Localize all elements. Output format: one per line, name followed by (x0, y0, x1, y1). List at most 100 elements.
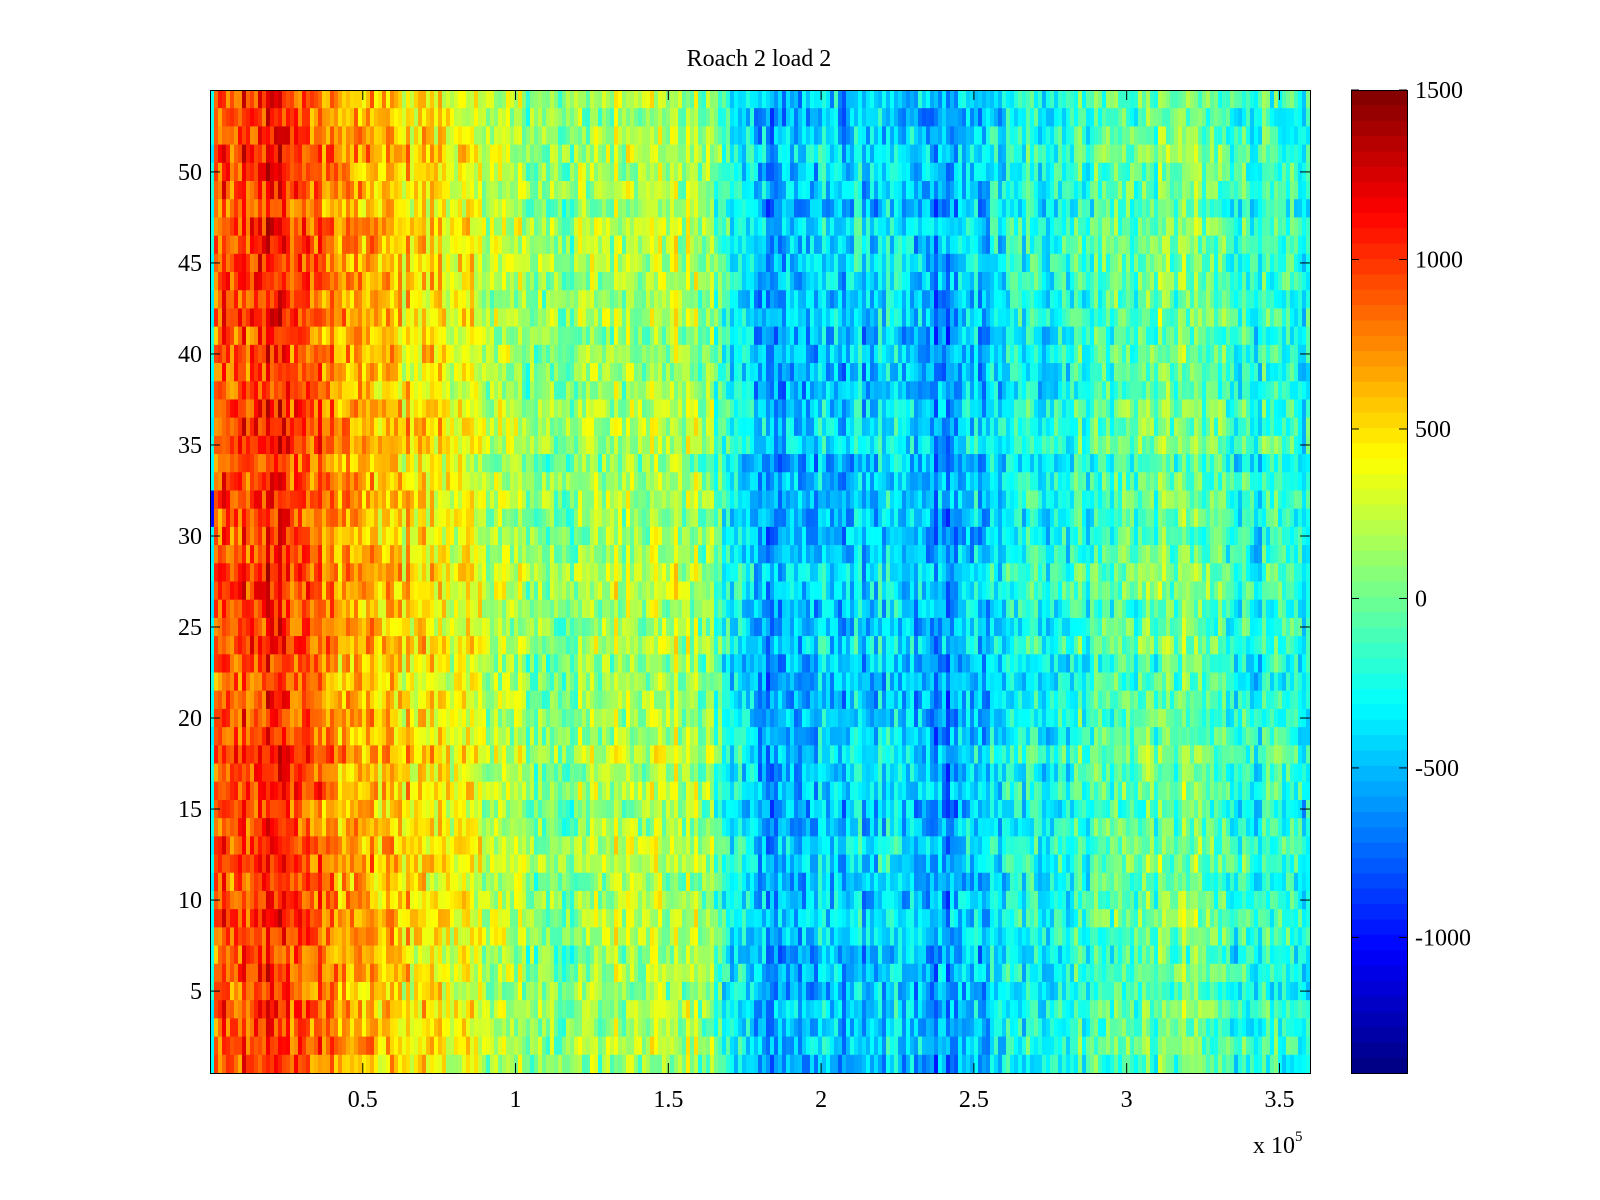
heatmap-cell (970, 399, 975, 419)
heatmap-cell (326, 344, 331, 364)
heatmap-cell (742, 162, 747, 182)
heatmap-cell (310, 344, 315, 364)
heatmap-cell (1058, 290, 1063, 310)
heatmap-cell (1154, 162, 1159, 182)
heatmap-cell (566, 381, 571, 401)
heatmap-cell (766, 272, 771, 291)
heatmap-cell (758, 326, 763, 346)
heatmap-cell (782, 90, 787, 109)
heatmap-cell (1238, 399, 1243, 419)
heatmap-cell (234, 253, 239, 273)
heatmap-cell (290, 144, 295, 164)
heatmap-cell (1194, 363, 1199, 382)
heatmap-cell (990, 181, 995, 200)
heatmap-cell (374, 162, 379, 182)
heatmap-cell (1246, 344, 1251, 364)
heatmap-cell (230, 253, 235, 273)
heatmap-cell (314, 235, 319, 255)
heatmap-cell (838, 363, 843, 382)
heatmap-cell (542, 108, 547, 127)
heatmap-cell (954, 108, 959, 127)
heatmap-cell (450, 290, 455, 310)
heatmap-cell (742, 144, 747, 164)
heatmap-cell (1018, 235, 1023, 255)
heatmap-cell (258, 199, 263, 219)
heatmap-cell (630, 181, 635, 200)
heatmap-cell (1078, 272, 1083, 291)
heatmap-cell (910, 199, 915, 219)
heatmap-cell (274, 199, 279, 219)
heatmap-cell (646, 253, 651, 273)
heatmap-cell (1254, 126, 1259, 146)
heatmap-cell (522, 90, 527, 109)
heatmap-cell (894, 290, 899, 310)
heatmap-cell (1042, 399, 1047, 419)
heatmap-cell (706, 90, 711, 109)
heatmap-cell (910, 217, 915, 237)
heatmap-cell (478, 217, 483, 237)
heatmap-cell (518, 326, 523, 346)
heatmap-cell (362, 326, 367, 346)
heatmap-cell (914, 126, 919, 146)
heatmap-cell (382, 162, 387, 182)
heatmap-cell (794, 217, 799, 237)
heatmap-cell (338, 199, 343, 219)
heatmap-cell (1242, 90, 1247, 109)
heatmap-cell (378, 272, 383, 291)
heatmap-cell (594, 290, 599, 310)
heatmap-cell (418, 126, 423, 146)
heatmap-cell (566, 144, 571, 164)
heatmap-cell (282, 90, 287, 109)
heatmap-cell (706, 217, 711, 237)
heatmap-cell (1046, 308, 1051, 328)
heatmap-cell (610, 363, 615, 382)
heatmap-cell (606, 144, 611, 164)
heatmap-cell (250, 417, 255, 437)
heatmap-cell (1050, 144, 1055, 164)
heatmap-cell (310, 126, 315, 146)
heatmap-cell (386, 217, 391, 237)
heatmap-cell (482, 217, 487, 237)
heatmap-cell (906, 235, 911, 255)
heatmap-cell (546, 181, 551, 200)
heatmap-cell (1094, 290, 1099, 310)
heatmap-cell (1270, 235, 1275, 255)
heatmap-cell (614, 290, 619, 310)
heatmap-cell (1010, 235, 1015, 255)
heatmap-cell (586, 235, 591, 255)
heatmap-cell (1042, 326, 1047, 346)
heatmap-cell (1094, 90, 1099, 109)
heatmap-cell (922, 217, 927, 237)
heatmap-cell (502, 308, 507, 328)
heatmap-cell (930, 363, 935, 382)
heatmap-cell (330, 363, 335, 382)
heatmap-cell (434, 162, 439, 182)
heatmap-cell (850, 381, 855, 401)
heatmap-cell (730, 90, 735, 109)
heatmap-cell (1046, 363, 1051, 382)
heatmap-cell (826, 363, 831, 382)
heatmap-cell (1286, 144, 1291, 164)
heatmap-cell (382, 272, 387, 291)
heatmap-cell (1230, 253, 1235, 273)
heatmap-cell (1118, 272, 1123, 291)
heatmap-cell (682, 326, 687, 346)
heatmap-cell (930, 126, 935, 146)
heatmap-cell (238, 308, 243, 328)
heatmap-cell (1110, 181, 1115, 200)
heatmap-cell (282, 199, 287, 219)
heatmap-cell (934, 162, 939, 182)
heatmap-cell (794, 162, 799, 182)
heatmap-cell (754, 363, 759, 382)
heatmap-cell (798, 381, 803, 401)
heatmap-cell (386, 126, 391, 146)
heatmap-cell (266, 108, 271, 127)
heatmap-cell (210, 181, 215, 200)
heatmap-cell (982, 126, 987, 146)
heatmap-cell (766, 144, 771, 164)
heatmap-cell (706, 126, 711, 146)
heatmap-cell (930, 308, 935, 328)
heatmap-cell (270, 290, 275, 310)
heatmap-cell (574, 290, 579, 310)
heatmap-cell (378, 253, 383, 273)
